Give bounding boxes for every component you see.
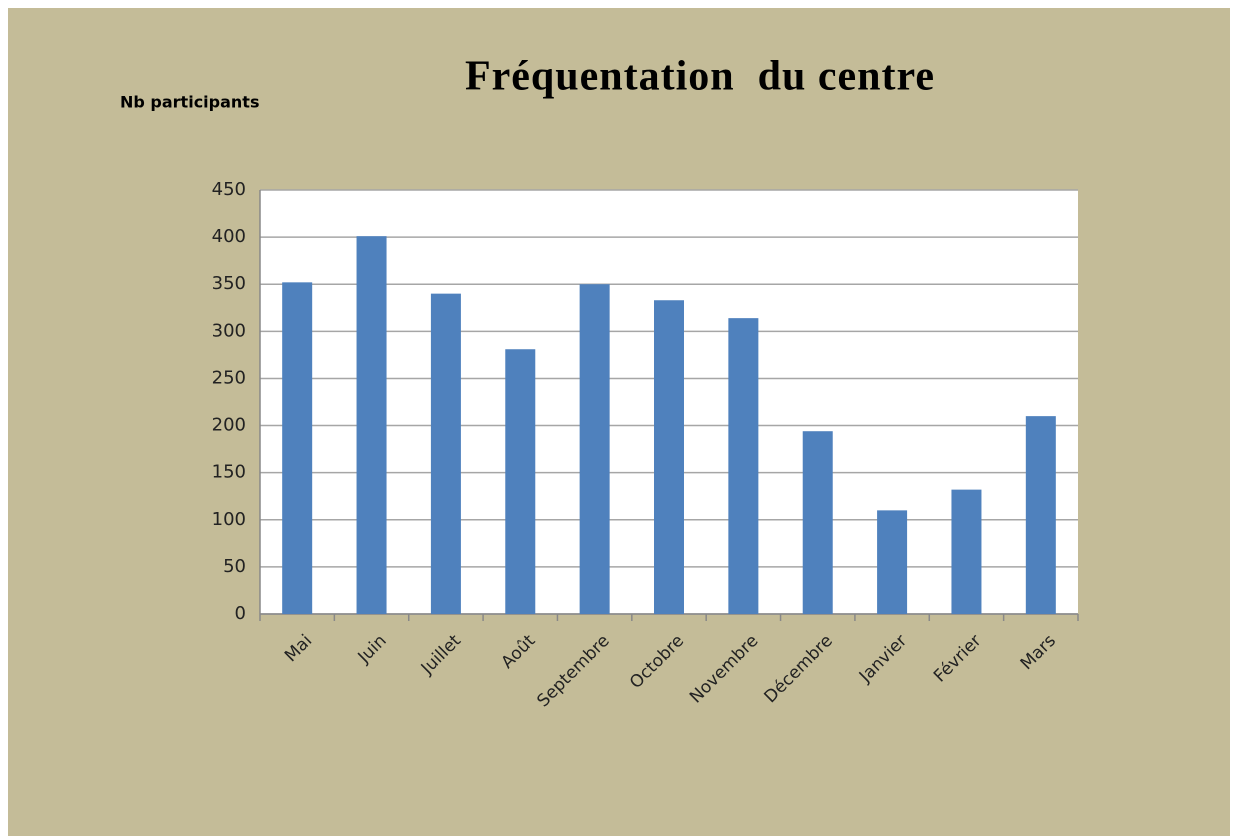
chart-title: Fréquentation du centre — [465, 54, 935, 100]
bar — [505, 349, 536, 614]
bar — [430, 293, 461, 614]
y-tick-label: 300 — [212, 320, 246, 341]
bar — [877, 510, 908, 614]
y-tick-label: 200 — [212, 415, 246, 436]
y-tick-label: 350 — [212, 273, 246, 294]
y-tick-label: 50 — [223, 556, 246, 577]
bar — [356, 236, 387, 614]
bar — [1025, 416, 1056, 614]
y-tick-label: 450 — [212, 179, 246, 200]
y-tick-label: 100 — [212, 509, 246, 530]
bar — [802, 431, 833, 614]
bar — [282, 282, 313, 614]
y-tick-label: 400 — [212, 226, 246, 247]
bar — [728, 318, 759, 614]
bar — [579, 284, 610, 614]
y-tick-label: 0 — [235, 603, 246, 624]
y-tick-label: 250 — [212, 367, 246, 388]
bar — [951, 489, 982, 614]
bar — [654, 300, 684, 614]
y-tick-label: 150 — [212, 462, 246, 483]
y-axis-label: Nb participants — [120, 93, 259, 112]
